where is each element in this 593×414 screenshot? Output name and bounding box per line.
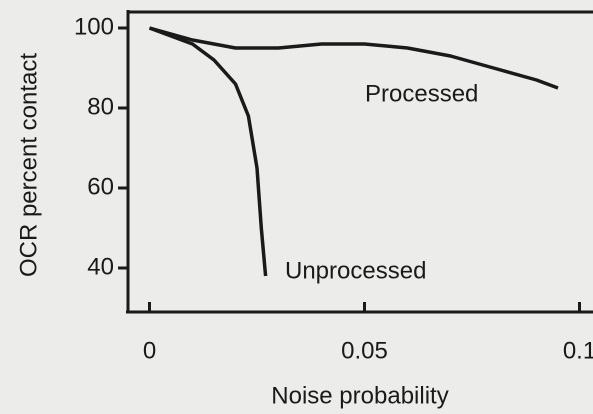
y-tick-label: 60 <box>87 173 114 200</box>
series-line <box>150 28 266 276</box>
x-tick-label: 0 <box>143 337 156 364</box>
x-tick-label: 0.1 <box>563 337 593 364</box>
chart: OCR percent contact Noise probability Pr… <box>0 0 593 414</box>
y-tick-label: 40 <box>87 253 114 280</box>
y-tick-label: 100 <box>74 13 114 40</box>
annotation: Processed <box>365 80 478 107</box>
x-axis-label: Noise probability <box>271 382 448 409</box>
y-tick-label: 80 <box>87 93 114 120</box>
y-axis-label: OCR percent contact <box>15 53 42 277</box>
x-tick-label: 0.05 <box>341 337 388 364</box>
page: OCR percent contact Noise probability Pr… <box>0 0 593 414</box>
annotation: Unprocessed <box>285 257 426 284</box>
